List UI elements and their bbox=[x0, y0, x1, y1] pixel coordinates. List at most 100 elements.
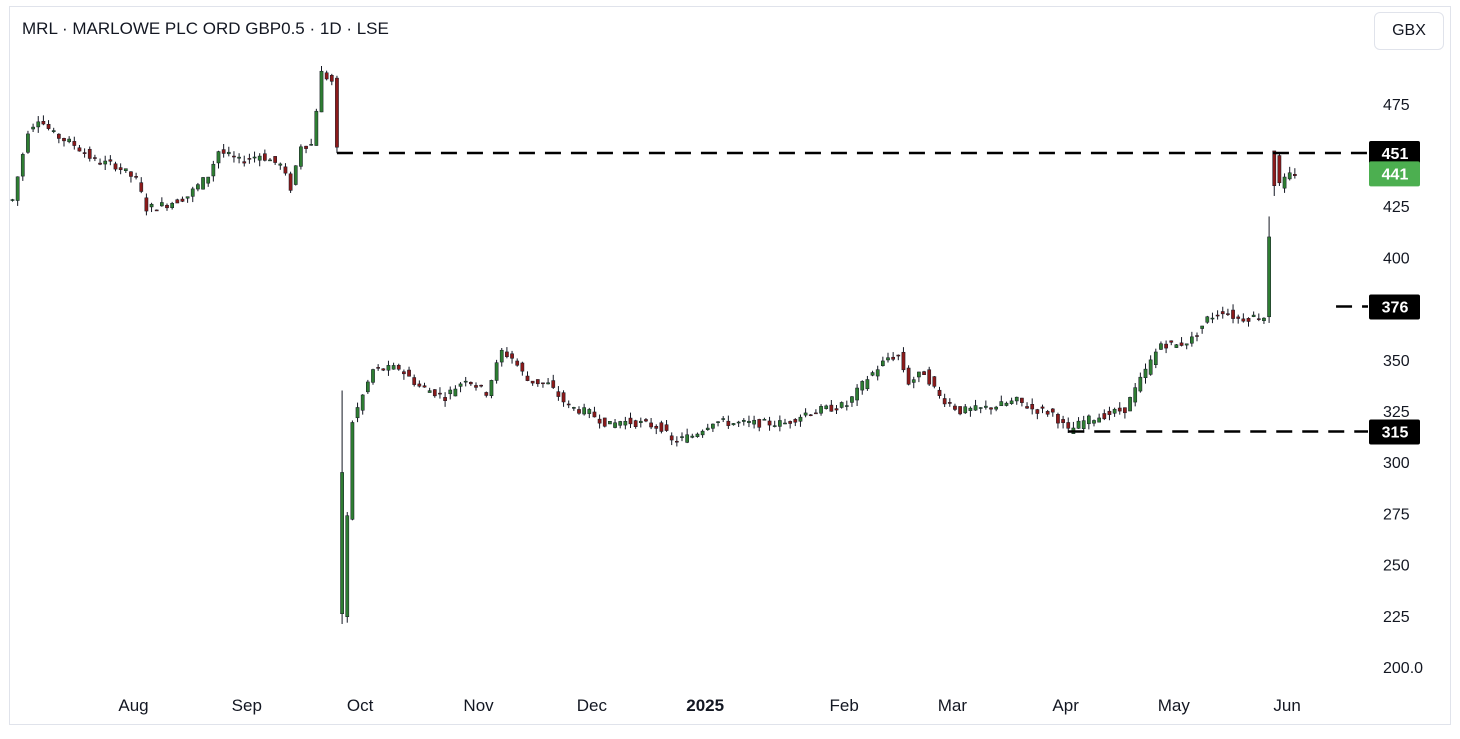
candle-up bbox=[458, 383, 463, 387]
candle-up bbox=[705, 427, 710, 430]
candle-down bbox=[669, 435, 674, 441]
candle-down bbox=[942, 398, 947, 405]
candle-down bbox=[432, 389, 437, 397]
candle-up bbox=[268, 159, 272, 162]
level-price-tag bbox=[1369, 419, 1420, 445]
candle-down bbox=[263, 153, 267, 161]
candle-up bbox=[963, 406, 968, 414]
candle-up bbox=[360, 394, 365, 411]
candle-up bbox=[448, 389, 453, 395]
candle-down bbox=[232, 155, 236, 158]
candle-down bbox=[767, 420, 772, 426]
candle-down bbox=[62, 138, 66, 142]
candle-down bbox=[633, 420, 638, 428]
candle-down bbox=[1220, 311, 1225, 315]
candle-down bbox=[1293, 174, 1297, 176]
candle-down bbox=[814, 412, 818, 415]
candle-up bbox=[1159, 343, 1163, 350]
candle-down bbox=[118, 167, 123, 170]
candle-up bbox=[623, 420, 628, 426]
candle-up bbox=[772, 425, 777, 427]
candle-down bbox=[927, 369, 932, 385]
candle-down bbox=[891, 356, 895, 360]
candle-up bbox=[1092, 420, 1096, 424]
candle-up bbox=[149, 203, 154, 208]
candle-down bbox=[510, 353, 514, 359]
candle-down bbox=[1045, 411, 1050, 415]
candle-down bbox=[139, 182, 144, 192]
level-price-label: 451 bbox=[1382, 146, 1409, 163]
candle-down bbox=[221, 149, 226, 154]
candle-up bbox=[1004, 402, 1009, 406]
candle-down bbox=[1025, 406, 1029, 409]
candle-up bbox=[1076, 420, 1081, 429]
candle-down bbox=[98, 162, 102, 165]
candle-down bbox=[324, 72, 329, 80]
candle-up bbox=[314, 110, 319, 146]
candle-down bbox=[1061, 419, 1065, 423]
candle-down bbox=[1102, 413, 1107, 420]
candle-up bbox=[427, 390, 432, 393]
candle-down bbox=[329, 75, 334, 82]
candle-up bbox=[839, 402, 844, 408]
candle-down bbox=[113, 163, 118, 170]
candle-down bbox=[1035, 409, 1040, 414]
candle-up bbox=[1174, 344, 1179, 348]
price-axis[interactable]: 475 425 400 350 325 300 275 250 225 200.0 bbox=[1383, 97, 1423, 677]
candle-down bbox=[1040, 406, 1045, 409]
candle-up bbox=[123, 168, 128, 171]
candle-up bbox=[721, 418, 726, 420]
candle-up bbox=[855, 387, 859, 401]
candle-up bbox=[391, 365, 396, 370]
currency-button[interactable]: GBX bbox=[1374, 12, 1444, 50]
candle-up bbox=[499, 349, 504, 363]
candle-up bbox=[850, 396, 854, 403]
candle-up bbox=[582, 407, 586, 415]
candle-down bbox=[412, 377, 417, 385]
candle-up bbox=[1009, 400, 1014, 404]
candle-down bbox=[154, 209, 159, 212]
candle-down bbox=[1020, 397, 1024, 403]
candle-down bbox=[515, 360, 520, 366]
price-tick-label: 300 bbox=[1383, 455, 1410, 472]
candle-up bbox=[1143, 368, 1148, 378]
candle-down bbox=[1215, 314, 1220, 317]
candle-up bbox=[309, 144, 314, 146]
candle-down bbox=[1123, 407, 1127, 414]
candle-up bbox=[1262, 317, 1266, 321]
price-tick-label: 325 bbox=[1383, 404, 1410, 421]
candle-up bbox=[844, 405, 849, 407]
candle-up bbox=[366, 381, 370, 393]
candle-up bbox=[1205, 316, 1210, 323]
candle-down bbox=[664, 424, 669, 431]
time-axis[interactable]: Aug Sep Oct Nov Dec 2025 Feb Mar Apr May Jun bbox=[118, 696, 1300, 715]
candle-down bbox=[438, 392, 442, 395]
candle-down bbox=[180, 198, 185, 202]
candle-down bbox=[556, 391, 561, 397]
candle-up bbox=[299, 146, 303, 167]
candle-up bbox=[1287, 172, 1292, 180]
candle-up bbox=[546, 382, 550, 385]
candle-down bbox=[93, 157, 97, 159]
chart-title: MRL · MARLOWE PLC ORD GBP0.5 · 1D · LSE bbox=[22, 19, 389, 38]
candle-down bbox=[505, 351, 509, 357]
candle-down bbox=[381, 368, 386, 371]
time-tick-label: Nov bbox=[463, 696, 494, 715]
candle-down bbox=[129, 171, 133, 177]
candle-up bbox=[984, 405, 988, 408]
candle-down bbox=[577, 409, 581, 414]
candle-up bbox=[170, 203, 175, 208]
candle-down bbox=[443, 397, 447, 401]
candle-up bbox=[803, 412, 808, 416]
last-price-tag bbox=[1369, 161, 1420, 187]
candle-down bbox=[46, 124, 51, 129]
candle-up bbox=[103, 160, 108, 165]
candle-down bbox=[1272, 150, 1277, 186]
candle-up bbox=[1087, 415, 1091, 425]
candle-up bbox=[1133, 387, 1138, 403]
candle-down bbox=[566, 403, 571, 406]
candle-down bbox=[1226, 313, 1230, 315]
candle-down bbox=[1179, 342, 1184, 346]
candle-down bbox=[469, 381, 473, 385]
